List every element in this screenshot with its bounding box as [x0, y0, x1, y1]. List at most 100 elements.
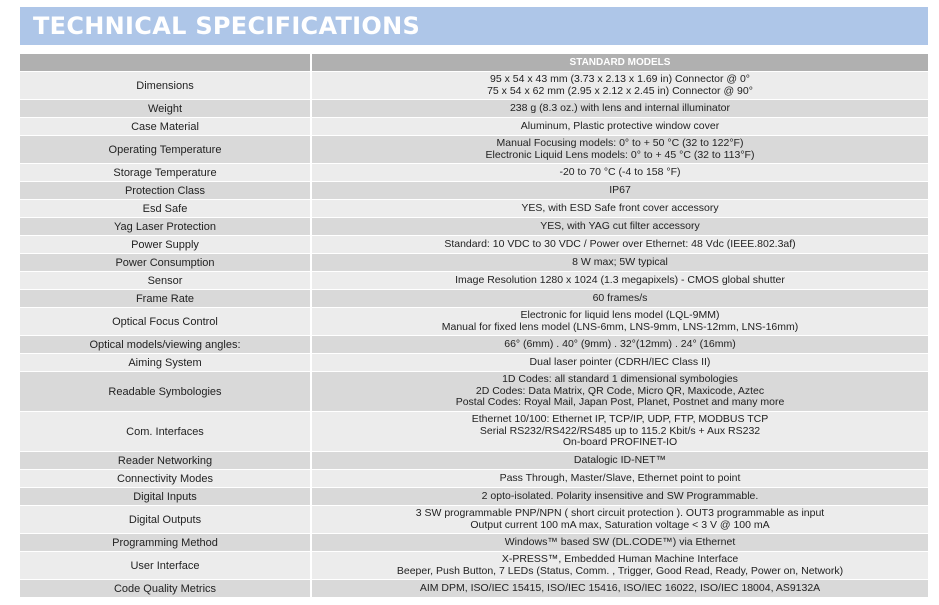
- table-row: Optical Focus Control Electronic for liqu…: [20, 308, 928, 336]
- spec-value: YES, with YAG cut filter accessory: [312, 218, 928, 235]
- table-row: Programming Method Windows™ based SW (DL.…: [20, 534, 928, 552]
- spec-value-line: Pass Through, Master/Slave, Ethernet poi…: [499, 471, 741, 484]
- spec-label: Yag Laser Protection: [20, 218, 312, 235]
- table-row: User Interface X-PRESS™, Embedded Human M…: [20, 552, 928, 580]
- spec-value: 66° (6mm) . 40° (9mm) . 32°(12mm) . 24° …: [312, 336, 928, 353]
- spec-label: Reader Networking: [20, 452, 312, 469]
- spec-value-line: YES, with ESD Safe front cover accessory: [521, 201, 719, 214]
- spec-label: Readable Symbologies: [20, 372, 312, 411]
- table-row: Esd Safe YES, with ESD Safe front cover a…: [20, 200, 928, 218]
- spec-label: Com. Interfaces: [20, 412, 312, 451]
- spec-value-line: 60 frames/s: [592, 291, 648, 304]
- spec-label: Operating Temperature: [20, 136, 312, 163]
- spec-value-line: 2 opto-isolated. Polarity insensitive an…: [481, 489, 759, 502]
- section-banner: TECHNICAL SPECIFICATIONS: [20, 7, 928, 45]
- spec-value: Dual laser pointer (CDRH/IEC Class II): [312, 354, 928, 371]
- spec-value-line: X-PRESS™, Embedded Human Machine Interfa…: [501, 553, 739, 565]
- spec-value-line: 3 SW programmable PNP/NPN ( short circui…: [415, 507, 825, 519]
- table-header: STANDARD MODELS: [20, 54, 928, 72]
- spec-value-line: 95 x 54 x 43 mm (3.73 x 2.13 x 1.69 in) …: [490, 73, 750, 85]
- spec-label: Optical models/viewing angles:: [20, 336, 312, 353]
- spec-label: Optical Focus Control: [20, 308, 312, 335]
- table-row: Frame Rate 60 frames/s: [20, 290, 928, 308]
- spec-value-line: 1D Codes: all standard 1 dimensional sym…: [502, 373, 738, 386]
- spec-value-line: Manual Focusing models: 0° to + 50 °C (3…: [496, 137, 744, 149]
- table-row: Yag Laser Protection YES, with YAG cut fi…: [20, 218, 928, 236]
- spec-value: Standard: 10 VDC to 30 VDC / Power over …: [312, 236, 928, 253]
- spec-label: Connectivity Modes: [20, 470, 312, 487]
- spec-value-line: AIM DPM, ISO/IEC 15415, ISO/IEC 15416, I…: [419, 581, 821, 594]
- spec-label: Programming Method: [20, 534, 312, 551]
- spec-label: Aiming System: [20, 354, 312, 371]
- table-row: Sensor Image Resolution 1280 x 1024 (1.3 …: [20, 272, 928, 290]
- header-standard-models: STANDARD MODELS: [569, 56, 671, 68]
- spec-label: Weight: [20, 100, 312, 117]
- section-title: TECHNICAL SPECIFICATIONS: [33, 12, 421, 40]
- spec-value-line: 238 g (8.3 oz.) with lens and internal i…: [509, 101, 731, 114]
- table-row: Aiming System Dual laser pointer (CDRH/IE…: [20, 354, 928, 372]
- spec-value-line: Dual laser pointer (CDRH/IEC Class II): [529, 355, 711, 368]
- spec-value: Datalogic ID-NET™: [312, 452, 928, 469]
- spec-value: Electronic for liquid lens model (LQL-9M…: [312, 308, 928, 335]
- spec-value-line: 75 x 54 x 62 mm (2.95 x 2.12 x 2.45 in) …: [487, 84, 753, 97]
- spec-value: 2 opto-isolated. Polarity insensitive an…: [312, 488, 928, 505]
- spec-value-line: Beeper, Push Button, 7 LEDs (Status, Com…: [396, 564, 844, 577]
- table-row: Protection Class IP67: [20, 182, 928, 200]
- table-row: Power Supply Standard: 10 VDC to 30 VDC /…: [20, 236, 928, 254]
- spec-value-line: Serial RS232/RS422/RS485 up to 115.2 Kbi…: [479, 424, 761, 437]
- spec-label: Storage Temperature: [20, 164, 312, 181]
- table-row: Case Material Aluminum, Plastic protectiv…: [20, 118, 928, 136]
- spec-value-line: IP67: [609, 183, 631, 196]
- spec-label: Digital Outputs: [20, 506, 312, 533]
- spec-label: Sensor: [20, 272, 312, 289]
- spec-value: Pass Through, Master/Slave, Ethernet poi…: [312, 470, 928, 487]
- table-row: Reader Networking Datalogic ID-NET™: [20, 452, 928, 470]
- spec-value: Image Resolution 1280 x 1024 (1.3 megapi…: [312, 272, 928, 289]
- spec-value: 95 x 54 x 43 mm (3.73 x 2.13 x 1.69 in) …: [312, 72, 928, 99]
- table-row: Digital Outputs 3 SW programmable PNP/NPN…: [20, 506, 928, 534]
- table-row: Code Quality Metrics AIM DPM, ISO/IEC 154…: [20, 580, 928, 598]
- spec-value-line: YES, with YAG cut filter accessory: [540, 219, 700, 232]
- spec-label: Frame Rate: [20, 290, 312, 307]
- spec-value-line: Electronic Liquid Lens models: 0° to + 4…: [485, 148, 755, 161]
- spec-value-line: Aluminum, Plastic protective window cove…: [520, 119, 720, 132]
- table-body: Dimensions 95 x 54 x 43 mm (3.73 x 2.13 x…: [20, 72, 928, 598]
- spec-value: 1D Codes: all standard 1 dimensional sym…: [312, 372, 928, 411]
- spec-label: Code Quality Metrics: [20, 580, 312, 597]
- spec-value-line: Ethernet 10/100: Ethernet IP, TCP/IP, UD…: [471, 413, 769, 426]
- spec-value-line: Image Resolution 1280 x 1024 (1.3 megapi…: [455, 273, 785, 286]
- table-row: Connectivity Modes Pass Through, Master/S…: [20, 470, 928, 488]
- header-label-column: [20, 54, 312, 71]
- spec-value-line: Datalogic ID-NET™: [573, 453, 667, 466]
- spec-value: Aluminum, Plastic protective window cove…: [312, 118, 928, 135]
- spec-label: Power Supply: [20, 236, 312, 253]
- spec-value: Ethernet 10/100: Ethernet IP, TCP/IP, UD…: [312, 412, 928, 451]
- spec-value-line: Electronic for liquid lens model (LQL-9M…: [520, 309, 720, 321]
- spec-value: IP67: [312, 182, 928, 199]
- spec-value-line: Manual for fixed lens model (LNS-6mm, LN…: [441, 320, 799, 333]
- spec-value: AIM DPM, ISO/IEC 15415, ISO/IEC 15416, I…: [312, 580, 928, 597]
- spec-value-line: 8 W max; 5W typical: [572, 255, 668, 268]
- spec-value-line: 2D Codes: Data Matrix, QR Code, Micro QR…: [475, 384, 765, 397]
- spec-label: User Interface: [20, 552, 312, 579]
- spec-value: X-PRESS™, Embedded Human Machine Interfa…: [312, 552, 928, 579]
- table-row: Readable Symbologies 1D Codes: all standa…: [20, 372, 928, 412]
- spec-label: Protection Class: [20, 182, 312, 199]
- spec-value-line: Postal Codes: Royal Mail, Japan Post, Pl…: [455, 396, 785, 409]
- spec-value: 238 g (8.3 oz.) with lens and internal i…: [312, 100, 928, 117]
- spec-label: Power Consumption: [20, 254, 312, 271]
- table-row: Dimensions 95 x 54 x 43 mm (3.73 x 2.13 x…: [20, 72, 928, 100]
- table-row: Com. Interfaces Ethernet 10/100: Ethernet…: [20, 412, 928, 452]
- spec-label: Digital Inputs: [20, 488, 312, 505]
- table-row: Power Consumption 8 W max; 5W typical: [20, 254, 928, 272]
- spec-label: Dimensions: [20, 72, 312, 99]
- spec-value-line: 66° (6mm) . 40° (9mm) . 32°(12mm) . 24° …: [504, 337, 736, 350]
- spec-value: YES, with ESD Safe front cover accessory: [312, 200, 928, 217]
- spec-value: 3 SW programmable PNP/NPN ( short circui…: [312, 506, 928, 533]
- table-row: Digital Inputs 2 opto-isolated. Polarity …: [20, 488, 928, 506]
- spec-value: 60 frames/s: [312, 290, 928, 307]
- spec-value-line: Output current 100 mA max, Saturation vo…: [470, 518, 770, 531]
- spec-value-line: Windows™ based SW (DL.CODE™) via Etherne…: [504, 535, 736, 548]
- spec-label: Esd Safe: [20, 200, 312, 217]
- spec-value-line: -20 to 70 °C (-4 to 158 °F): [559, 165, 681, 178]
